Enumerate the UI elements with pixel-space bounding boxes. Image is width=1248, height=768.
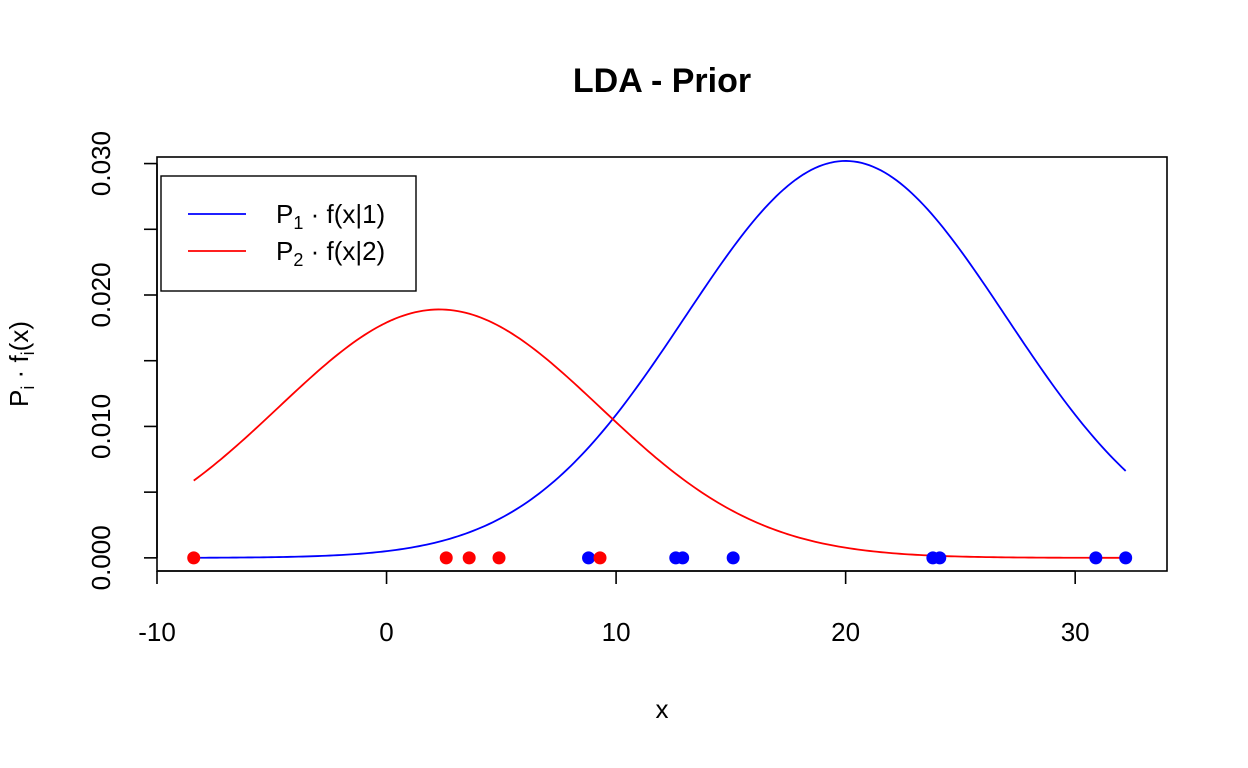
x-tick-label: 0 [379,617,393,647]
x-tick-label: -10 [138,617,176,647]
y-tick-label: 0.020 [86,262,116,327]
data-point-series-1 [1089,551,1103,565]
data-points [187,551,1133,565]
series-line-2 [193,308,1126,559]
data-point-series-1 [582,551,596,565]
data-point-series-1 [1119,551,1133,565]
data-point-series-2 [492,551,506,565]
y-axis-label: Pi · fi(x) [4,321,38,407]
x-axis: -10 0 10 20 30 [138,570,1090,647]
x-tick-label: 30 [1061,617,1090,647]
y-tick-label: 0.030 [86,131,116,196]
y-tick-label: 0.010 [86,394,116,459]
data-point-series-1 [933,551,947,565]
legend-label-series-2: P2 · f(x|2) [276,236,385,270]
data-point-series-2 [439,551,453,565]
legend: P1 · f(x|1) P2 · f(x|2) [160,175,417,292]
y-axis: 0.000 0.010 0.020 0.030 [86,131,158,590]
data-point-series-2 [187,551,201,565]
chart-title: LDA - Prior [573,62,751,100]
data-point-series-2 [593,551,607,565]
series-line-1 [193,160,1127,559]
legend-box [160,175,417,292]
x-axis-label: x [656,694,669,724]
y-tick-label: 0.000 [86,525,116,590]
data-point-series-1 [676,551,690,565]
x-tick-label: 20 [831,617,860,647]
data-point-series-1 [726,551,740,565]
data-point-series-2 [462,551,476,565]
x-tick-label: 10 [602,617,631,647]
series-lines [193,160,1127,559]
legend-label-series-1: P1 · f(x|1) [276,199,385,233]
